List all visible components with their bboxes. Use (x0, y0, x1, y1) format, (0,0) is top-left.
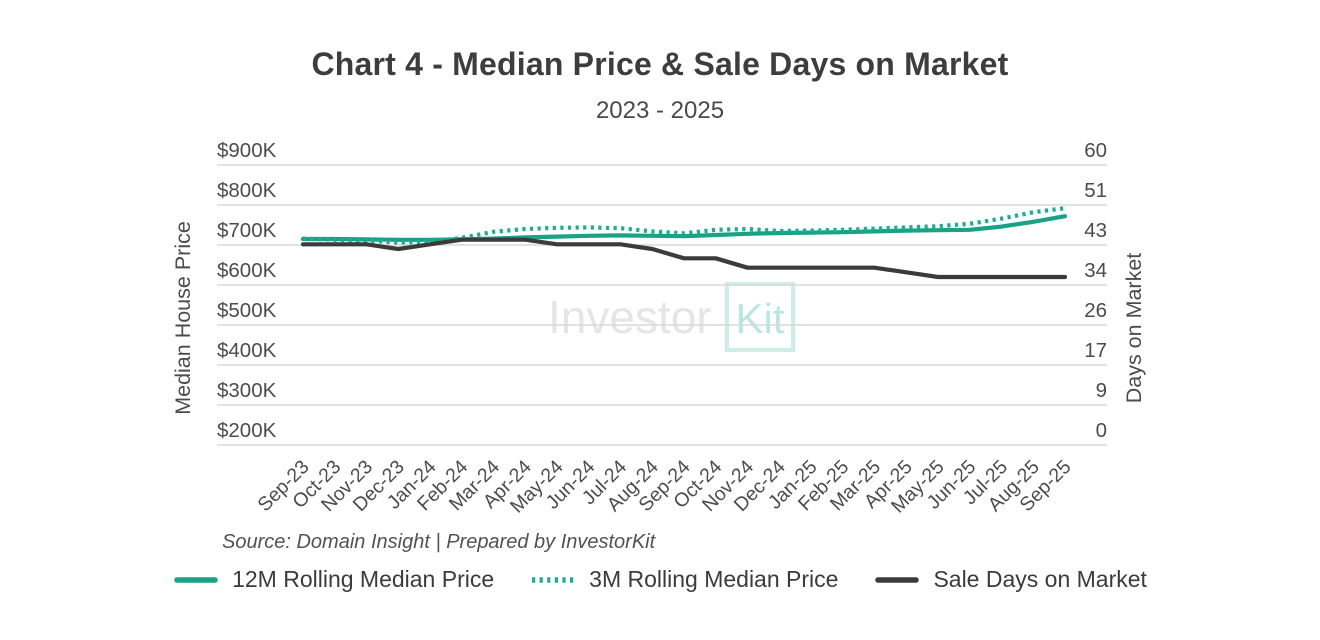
chart-title: Chart 4 - Median Price & Sale Days on Ma… (311, 46, 1009, 82)
right-axis-tick-label: 51 (1084, 179, 1107, 202)
watermark-investor-text: Investor (548, 291, 712, 343)
left-axis-tick-label: $300K (217, 379, 277, 402)
legend-swatch-dotted-line-icon (532, 576, 577, 583)
chart-legend: 12M Rolling Median Price 3M Rolling Medi… (0, 566, 1320, 593)
x-axis-tick-labels: Sep-23Oct-23Nov-23Dec-23Jan-24Feb-24Mar-… (254, 456, 1076, 518)
axis-tick-labels: $900K 60 $800K 51 $700K 43 $600K 34 $500K 26 $400K… (217, 139, 1107, 442)
legend-swatch-dark-line-icon (875, 576, 920, 583)
legend-item-12m-rolling-median: 12M Rolling Median Price (173, 566, 494, 593)
right-axis-tick-label: 60 (1084, 139, 1107, 162)
left-axis-tick-label: $800K (217, 179, 277, 202)
right-axis-tick-label: 0 (1096, 419, 1107, 442)
legend-item-sale-days: Sale Days on Market (874, 566, 1147, 593)
series-line-3m-rolling-median-price (302, 206, 1066, 245)
source-note: Source: Domain Insight | Prepared by Inv… (222, 531, 656, 553)
legend-item-label: Sale Days on Market (933, 566, 1147, 592)
left-axis-title: Median House Price (171, 221, 195, 415)
right-axis-title: Days on Market (1122, 253, 1146, 404)
right-axis-tick-label: 26 (1084, 299, 1107, 322)
left-axis-tick-label: $500K (217, 299, 277, 322)
left-axis-tick-label: $700K (217, 219, 277, 242)
left-axis-tick-label: $900K (217, 139, 277, 162)
chart-header: Chart 4 - Median Price & Sale Days on Ma… (0, 46, 1320, 125)
series-line-sale-days-on-market (300, 237, 1068, 280)
right-axis-tick-label: 34 (1084, 259, 1107, 282)
watermark-kit-box (725, 282, 795, 352)
gridlines (217, 164, 1107, 446)
right-axis-tick-label: 17 (1084, 339, 1107, 362)
legend-item-3m-rolling-median: 3M Rolling Median Price (530, 566, 838, 593)
chart-subtitle: 2023 - 2025 (595, 97, 725, 124)
watermark-kit-text: Kit (735, 295, 784, 342)
left-axis-tick-label: $600K (217, 259, 277, 282)
legend-item-label: 12M Rolling Median Price (232, 566, 495, 592)
right-axis-tick-label: 43 (1084, 219, 1107, 242)
legend-item-label: 3M Rolling Median Price (589, 566, 839, 592)
right-axis-tick-label: 9 (1096, 379, 1107, 402)
watermark: Investor Kit (548, 282, 795, 352)
left-axis-tick-label: $200K (217, 419, 277, 442)
legend-swatch-solid-line-icon (174, 576, 218, 583)
left-axis-tick-label: $400K (217, 339, 277, 362)
series-line-12m-rolling-median-price (300, 214, 1068, 242)
